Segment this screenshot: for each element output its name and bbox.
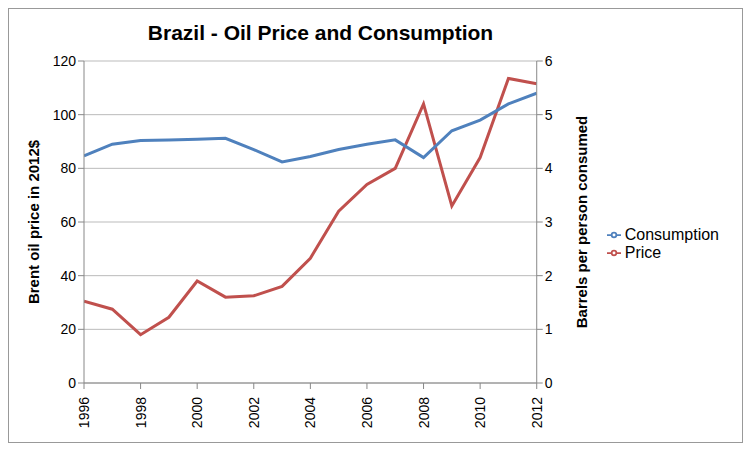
svg-text:100: 100 [53, 107, 77, 123]
svg-text:120: 120 [53, 53, 77, 69]
svg-text:3: 3 [545, 214, 553, 230]
svg-text:1996: 1996 [76, 397, 92, 428]
svg-text:Brent oil price in 2012$: Brent oil price in 2012$ [25, 139, 42, 304]
svg-text:40: 40 [60, 268, 76, 284]
html-text:Price: Price [624, 243, 662, 261]
html-text:Brazil - Oil Price and Consump: Brazil - Oil Price and Consumption [147, 21, 494, 44]
svg-text:5: 5 [545, 107, 553, 123]
svg-text:2000: 2000 [189, 397, 205, 428]
svg-text:60: 60 [60, 214, 76, 230]
svg-text:20: 20 [60, 321, 76, 337]
svg-text:2012: 2012 [529, 397, 545, 428]
svg-text:2010: 2010 [472, 397, 488, 428]
svg-text:0: 0 [545, 375, 553, 391]
svg-text:2: 2 [545, 268, 553, 284]
svg-text:80: 80 [60, 160, 76, 176]
svg-text:2004: 2004 [302, 397, 318, 428]
svg-text:2002: 2002 [246, 397, 262, 428]
svg-text:0: 0 [68, 375, 76, 391]
svg-text:2006: 2006 [359, 397, 375, 428]
svg-text:4: 4 [545, 160, 553, 176]
svg-text:Barrels per person consumed: Barrels per person consumed [573, 116, 590, 329]
svg-text:1998: 1998 [133, 397, 149, 428]
svg-text:2008: 2008 [416, 397, 432, 428]
html-text:Consumption: Consumption [624, 225, 719, 243]
svg-text:1: 1 [545, 321, 553, 337]
svg-text:6: 6 [545, 53, 553, 69]
